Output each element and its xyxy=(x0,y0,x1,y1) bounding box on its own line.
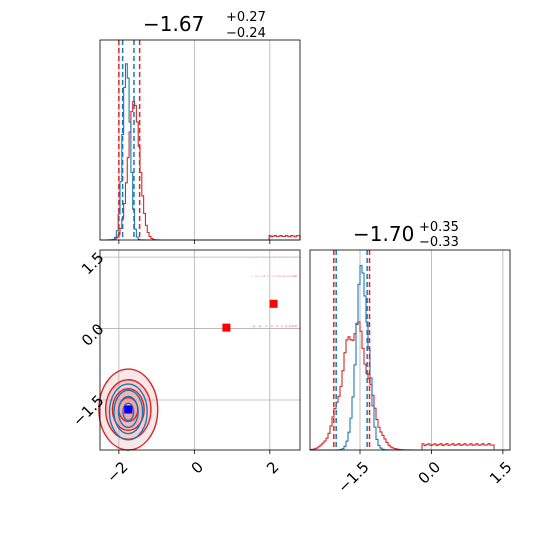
scatter-point xyxy=(287,275,290,278)
scatter-point xyxy=(267,256,270,259)
scatter-point xyxy=(294,325,297,327)
scatter-point xyxy=(263,275,266,277)
marginal-param1-panel xyxy=(99,39,301,244)
marginal-param2-frame xyxy=(309,249,511,451)
scatter-point xyxy=(257,275,260,278)
scatter-point xyxy=(251,275,254,278)
scatter-point xyxy=(256,256,258,259)
scatter-point xyxy=(281,325,284,327)
x-tick-label: 2 xyxy=(263,458,282,477)
marker-blue xyxy=(124,405,133,414)
scatter-point xyxy=(279,275,282,278)
scatter-point xyxy=(273,256,276,259)
scatter-point xyxy=(272,275,275,277)
scatter-point xyxy=(292,256,295,259)
scatter-point xyxy=(293,274,295,277)
joint-frame xyxy=(99,249,301,451)
param1-title: −1.67 xyxy=(143,12,204,36)
scatter-point xyxy=(274,275,277,277)
scatter-point xyxy=(291,324,294,327)
x-tick-label: −2 xyxy=(103,458,131,486)
scatter-point xyxy=(286,275,289,278)
scatter-point xyxy=(264,325,267,327)
scatter-point xyxy=(258,325,261,328)
scatter-point xyxy=(252,324,255,327)
scatter-point xyxy=(283,275,286,278)
scatter-point xyxy=(255,275,257,278)
marker-red xyxy=(222,323,231,332)
scatter-point xyxy=(294,275,297,278)
param1-title-minus: −0.24 xyxy=(226,26,266,41)
contour-blue xyxy=(117,395,139,429)
x-tick-label: 1.5 xyxy=(486,458,516,488)
param1-title-value: −1.67 xyxy=(143,12,204,36)
x-tick-label: −1.5 xyxy=(334,458,372,496)
contour-blue xyxy=(108,383,148,441)
param2-title: −1.70 xyxy=(353,222,414,246)
scatter-point xyxy=(290,256,293,259)
histogram-blue-param2 xyxy=(310,265,510,451)
joint-panel: −2 0 2−1.50.01.5 xyxy=(69,249,301,486)
param1-title-plus: +0.27 xyxy=(226,10,266,25)
scatter-point xyxy=(262,256,264,259)
x-tick-label: 0.0 xyxy=(415,458,445,488)
scatter-point xyxy=(269,275,272,277)
scatter-point xyxy=(250,256,252,259)
y-tick-label: 0.0 xyxy=(78,320,108,350)
scatter-point xyxy=(293,324,296,327)
marginal-param1-frame xyxy=(99,39,301,241)
scatter-point xyxy=(282,275,284,277)
histogram-red-param2 xyxy=(309,321,510,451)
scatter-point xyxy=(287,256,289,259)
x-tick-label: 0 xyxy=(188,458,207,477)
y-tick-label: 1.5 xyxy=(78,249,108,279)
scatter-point xyxy=(261,275,263,278)
scatter-point xyxy=(295,256,298,259)
scatter-point xyxy=(290,275,293,278)
scatter-point xyxy=(270,325,273,327)
scatter-point xyxy=(285,325,288,328)
scatter-point xyxy=(278,256,281,259)
param2-title-value: −1.70 xyxy=(353,222,414,246)
scatter-point xyxy=(276,325,279,327)
marginal-param2-panel: −1.5 0.0 1.5 xyxy=(309,249,516,496)
scatter-point xyxy=(283,256,285,259)
contour-blue xyxy=(122,402,135,422)
param2-title-minus: −0.33 xyxy=(419,235,459,250)
param2-title-plus: +0.35 xyxy=(419,220,459,235)
scatter-point xyxy=(277,275,280,278)
marker-red xyxy=(269,299,278,308)
contour-blue xyxy=(113,389,144,435)
scatter-point xyxy=(288,324,291,327)
scatter-point xyxy=(266,275,269,278)
